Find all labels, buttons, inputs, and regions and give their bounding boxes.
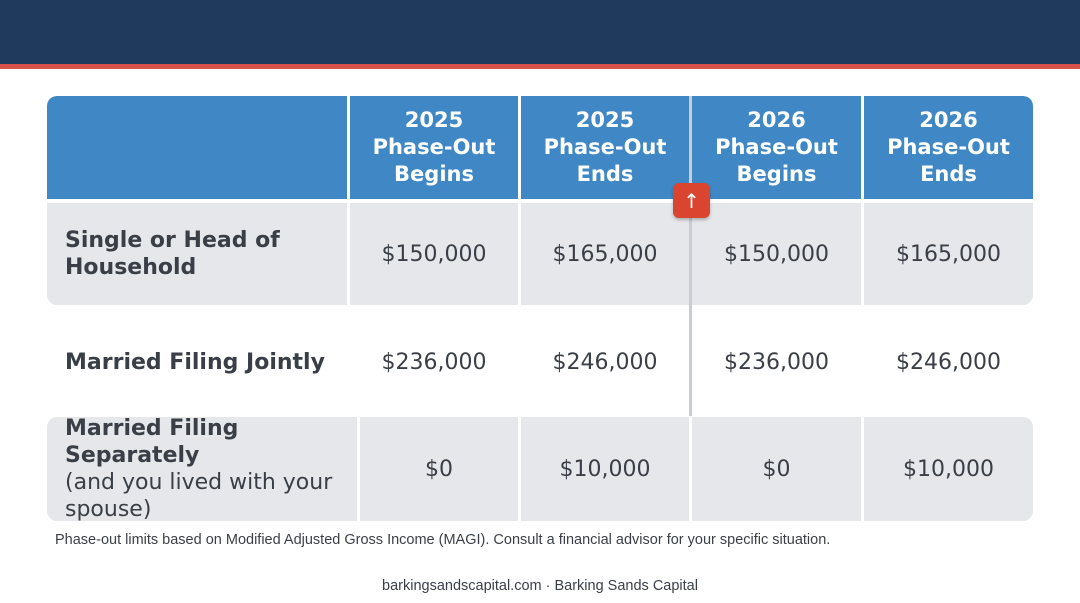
table-cell: $236,000 [724,349,829,375]
table-cell: $150,000 [692,203,861,305]
table-cell: $246,000 [896,349,1001,375]
header-2025-begins: 2025 Phase-Out Begins [350,96,518,199]
header-2026-ends: 2026 Phase-Out Ends [864,96,1033,199]
table-cell: $10,000 [521,417,689,521]
row-label-joint: Married Filing Jointly [65,349,325,375]
row-label-single: Single or Head of Household [47,203,347,305]
top-banner [0,0,1080,64]
footnote: Phase-out limits based on Modified Adjus… [55,532,831,548]
row-label-separate: Married Filing Separately (and you lived… [47,416,357,522]
up-arrow-icon[interactable]: ↑ [673,183,710,218]
table-cell: $10,000 [864,417,1033,521]
year-divider-line [689,96,692,416]
table-cell: $236,000 [381,349,487,375]
table-cell: $165,000 [521,203,689,305]
table-cell: $0 [360,417,518,521]
footer-credit: barkingsandscapital.com · Barking Sands … [382,578,698,594]
banner-accent-line [0,64,1080,69]
table-cell: $165,000 [864,203,1033,305]
phase-out-table: 2025 Phase-Out Begins 2025 Phase-Out Ends 20… [47,96,1033,522]
header-2026-begins: 2026 Phase-Out Begins [692,96,861,199]
table-cell: $0 [692,417,861,521]
header-corner-cell [47,96,347,199]
header-2025-ends: 2025 Phase-Out Ends [521,96,689,199]
table-cell: $150,000 [350,203,518,305]
table-cell: $246,000 [552,349,658,375]
